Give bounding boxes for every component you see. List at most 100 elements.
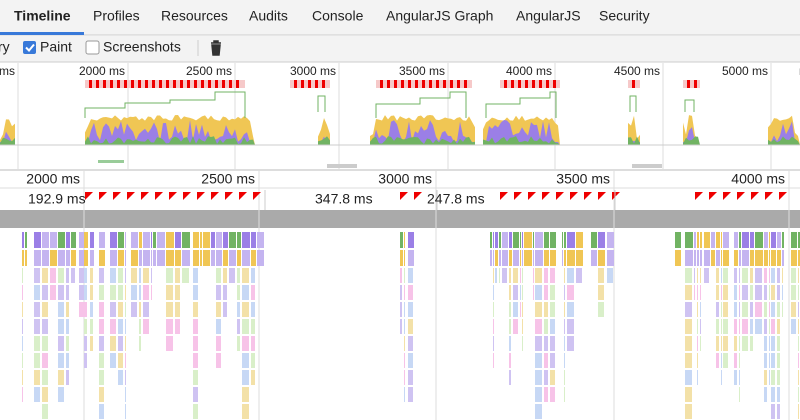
flame-event <box>237 302 240 317</box>
paint-label[interactable]: Paint <box>40 39 72 55</box>
flame-event <box>755 319 762 334</box>
tab[interactable]: Security <box>599 8 650 24</box>
screenshots-checkbox[interactable] <box>85 40 100 55</box>
flame-event <box>777 268 780 283</box>
flame-event <box>42 232 49 248</box>
flame-event <box>564 268 565 283</box>
flame-event <box>211 232 215 248</box>
flame-event <box>734 250 738 266</box>
flame-event <box>742 285 748 300</box>
tab[interactable]: Console <box>312 8 364 24</box>
flame-event <box>535 302 542 317</box>
tab[interactable]: AngularJS Graph <box>386 8 493 24</box>
flame-event <box>509 302 511 317</box>
tab[interactable]: Profiles <box>93 8 140 24</box>
flame-event <box>84 250 88 266</box>
flame-event <box>721 302 722 317</box>
frame-marker <box>229 80 232 88</box>
flame-event <box>734 268 737 283</box>
flame-event <box>576 250 583 266</box>
flame-event <box>223 285 227 300</box>
flame-event <box>223 268 227 283</box>
flame-event <box>755 285 762 300</box>
frame-flag <box>169 192 177 200</box>
flame-event <box>193 250 199 266</box>
flame-event <box>716 250 720 266</box>
clear-icon[interactable] <box>211 40 221 56</box>
flame-event <box>739 353 740 368</box>
frame-flag <box>253 192 261 200</box>
flame-event <box>22 370 23 385</box>
flame-event <box>711 250 715 266</box>
flame-event <box>734 302 737 317</box>
flame-event <box>544 353 548 368</box>
tab[interactable]: Audits <box>249 8 288 24</box>
flame-event <box>685 336 692 351</box>
flame-event <box>139 250 142 266</box>
flame-event <box>175 268 180 283</box>
flame-event <box>522 232 523 248</box>
flame-event <box>216 250 222 266</box>
flame-event <box>404 370 405 385</box>
flame-event <box>544 387 548 402</box>
frame-marker <box>138 80 141 88</box>
flame-event <box>90 336 93 351</box>
tab[interactable]: AngularJS <box>516 8 581 24</box>
flame-event <box>408 387 413 402</box>
flame-event <box>564 232 566 248</box>
frame-flag <box>542 192 550 200</box>
activity-area <box>370 136 475 145</box>
frame-marker-bg <box>500 80 560 88</box>
activity-area <box>0 137 15 145</box>
flame-event <box>166 250 174 266</box>
flame-event <box>139 268 141 283</box>
flame-event <box>79 268 84 283</box>
flame-event <box>700 336 701 351</box>
flame-event <box>84 336 87 351</box>
flame-event <box>400 319 402 334</box>
frame-marker <box>322 80 325 88</box>
overview-ruler-label: ms <box>0 64 15 78</box>
paint-checkbox[interactable] <box>23 41 36 54</box>
flame-event <box>675 232 681 248</box>
flame-event <box>739 302 740 317</box>
flame-event <box>544 232 549 248</box>
flame-event <box>125 404 126 419</box>
flame-event <box>734 319 737 334</box>
screenshots-label[interactable]: Screenshots <box>103 39 181 55</box>
activity-area <box>318 136 330 145</box>
flame-event <box>550 268 555 283</box>
flame-event <box>607 250 614 266</box>
flame-event <box>118 302 123 317</box>
frame-flag <box>514 192 522 200</box>
flame-event <box>34 268 40 283</box>
flame-event <box>400 302 402 317</box>
frame-marker <box>201 80 204 88</box>
flame-event <box>771 336 775 351</box>
flame-event <box>769 319 770 334</box>
flame-event <box>567 250 575 266</box>
flame-event <box>544 250 549 266</box>
flame-event <box>522 336 523 351</box>
flame-event <box>71 268 75 283</box>
flame-event <box>798 285 799 300</box>
flame-event <box>237 319 240 334</box>
flame-event <box>522 268 523 283</box>
flame-event <box>193 353 198 368</box>
flame-event <box>143 250 150 266</box>
flame-event <box>697 370 698 385</box>
flame-event <box>84 353 87 368</box>
flame-event <box>118 268 123 283</box>
flame-event <box>564 302 565 317</box>
flame-event <box>771 370 775 385</box>
flame-event <box>251 232 256 248</box>
flame-event <box>58 302 64 317</box>
flame-event <box>520 232 521 248</box>
flame-event <box>502 232 508 248</box>
flame-event <box>598 232 605 248</box>
flame-event <box>193 302 198 317</box>
flame-event <box>798 302 799 317</box>
tab[interactable]: Timeline <box>14 8 71 24</box>
tab[interactable]: Resources <box>161 8 228 24</box>
flame-event <box>798 319 799 334</box>
